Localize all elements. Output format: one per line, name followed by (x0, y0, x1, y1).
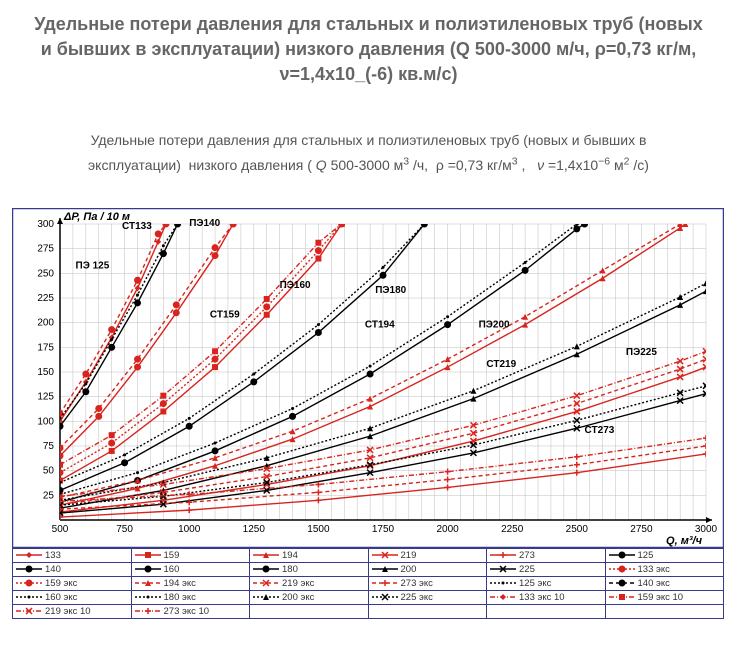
svg-text:200: 200 (37, 318, 54, 329)
legend-item: 273 (487, 548, 606, 562)
page-title: Удельные потери давления для стальных и … (12, 12, 725, 88)
legend-item: 194 (250, 548, 369, 562)
legend-item (250, 604, 369, 618)
svg-text:1750: 1750 (372, 524, 395, 535)
legend-item: 125 (605, 548, 724, 562)
subtitle-frag: эксплуатации) низкого давления ( (88, 157, 312, 173)
pressure-loss-chart: 500 750 1000 1250 1500 1750 2000 2250 2500 2750 30… (12, 208, 724, 548)
svg-text:2500: 2500 (566, 524, 589, 535)
legend-item: 200 экс (250, 590, 369, 604)
svg-text:СТ219: СТ219 (486, 359, 516, 370)
legend-item: 200 (368, 562, 487, 576)
chart-container: 500 750 1000 1250 1500 1750 2000 2250 2500 2750 30… (12, 208, 724, 619)
svg-text:300: 300 (37, 219, 54, 230)
subtitle-frag: м (614, 157, 624, 173)
svg-text:2000: 2000 (436, 524, 459, 535)
legend-item: 225 (487, 562, 606, 576)
legend-item: 140 (13, 562, 132, 576)
page-subtitle: Удельные потери давления для стальных и … (12, 128, 725, 178)
svg-text:3000: 3000 (695, 524, 718, 535)
legend-item: 194 экс (131, 576, 250, 590)
subtitle-q: Q (316, 157, 327, 173)
svg-text:150: 150 (37, 367, 54, 378)
svg-text:75: 75 (43, 441, 55, 452)
legend-item (368, 604, 487, 618)
legend-item (605, 604, 724, 618)
legend-item: 159 экс (13, 576, 132, 590)
svg-text:1500: 1500 (307, 524, 330, 535)
subtitle-nu: ν (537, 157, 544, 173)
svg-text:СТ273: СТ273 (585, 425, 615, 436)
subtitle-frag: =1,4x10 (548, 157, 598, 173)
svg-text:50: 50 (43, 466, 55, 477)
legend-item: 219 (368, 548, 487, 562)
svg-text:175: 175 (37, 342, 54, 353)
svg-text:ПЭ 125: ПЭ 125 (76, 260, 110, 271)
svg-text:225: 225 (37, 293, 54, 304)
svg-text:1250: 1250 (243, 524, 266, 535)
subtitle-frag: 500-3000 м (331, 157, 404, 173)
legend-item: 225 экс (368, 590, 487, 604)
legend-item: 160 экс (13, 590, 132, 604)
svg-text:275: 275 (37, 244, 54, 255)
svg-text:ПЭ225: ПЭ225 (626, 347, 657, 358)
svg-text:2750: 2750 (630, 524, 653, 535)
svg-text:ПЭ140: ПЭ140 (189, 218, 220, 229)
legend-item: 125 экс (487, 576, 606, 590)
chart-legend: 133159194219273125140160180200225133 экс… (12, 548, 724, 619)
legend-item: 160 (131, 562, 250, 576)
svg-text:СТ194: СТ194 (365, 320, 395, 331)
legend-item: 133 экс 10 (487, 590, 606, 604)
svg-text:500: 500 (52, 524, 69, 535)
legend-item: 219 экс (250, 576, 369, 590)
svg-text:1000: 1000 (178, 524, 201, 535)
legend-item: 180 (250, 562, 369, 576)
subtitle-frag: /ч, ρ =0,73 кг/м (413, 157, 512, 173)
svg-text:750: 750 (116, 524, 133, 535)
svg-text:25: 25 (43, 490, 55, 501)
legend-item: 219 экс 10 (13, 604, 132, 618)
subtitle-exp: −6 (598, 155, 610, 167)
series-st140 (57, 221, 236, 459)
svg-text:ΔP, Па / 10 м: ΔP, Па / 10 м (63, 211, 130, 223)
legend-item: 133 (13, 548, 132, 562)
legend-item: 133 экс (605, 562, 724, 576)
svg-text:Q, м³/ч: Q, м³/ч (666, 535, 703, 547)
svg-text:СТ133: СТ133 (122, 221, 152, 232)
legend-item (487, 604, 606, 618)
subtitle-frag: /с) (633, 157, 649, 173)
subtitle-frag: , (522, 157, 534, 173)
svg-text:СТ159: СТ159 (210, 310, 240, 321)
svg-text:100: 100 (37, 416, 54, 427)
svg-text:2250: 2250 (501, 524, 524, 535)
legend-item: 140 экс (605, 576, 724, 590)
legend-item: 159 (131, 548, 250, 562)
svg-text:250: 250 (37, 268, 54, 279)
legend-item: 273 экс (368, 576, 487, 590)
legend-item: 159 экс 10 (605, 590, 724, 604)
svg-text:ПЭ200: ПЭ200 (479, 320, 510, 331)
svg-text:ПЭ180: ПЭ180 (375, 285, 406, 296)
svg-text:125: 125 (37, 392, 54, 403)
svg-text:ПЭ160: ПЭ160 (280, 280, 311, 291)
legend-item: 273 экс 10 (131, 604, 250, 618)
subtitle-line1: Удельные потери давления для стальных и … (91, 132, 647, 148)
legend-item: 180 экс (131, 590, 250, 604)
